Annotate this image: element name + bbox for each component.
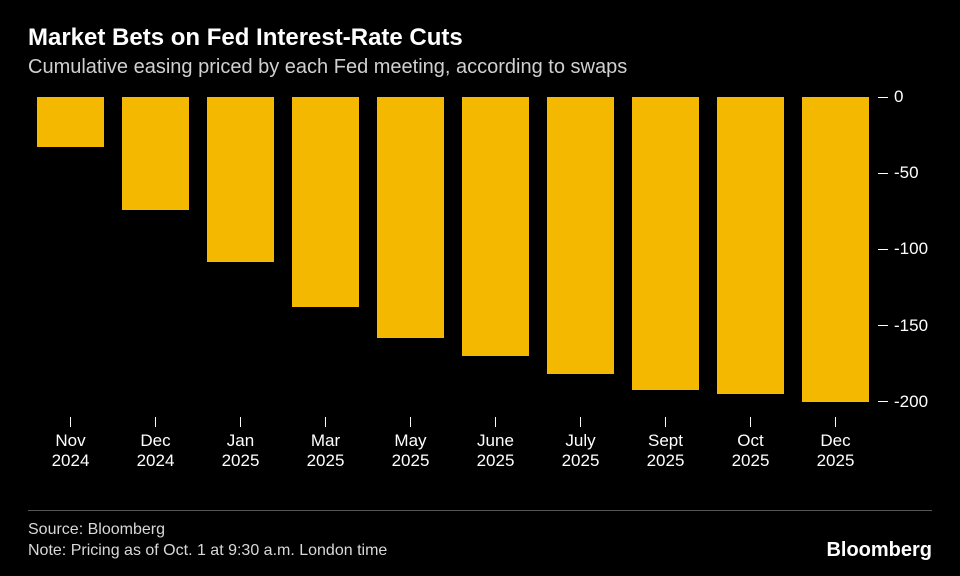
x-tick: Dec 2024 (113, 417, 198, 477)
bar-slot (283, 97, 368, 417)
chart-area: 0-50-100-150-200 Nov 2024Dec 2024Jan 202… (28, 97, 932, 477)
x-tick: Dec 2025 (793, 417, 878, 477)
y-tick: -100 (878, 239, 928, 259)
x-tick-mark (495, 417, 496, 427)
chart-title: Market Bets on Fed Interest-Rate Cuts (28, 24, 932, 52)
y-tick-label: -100 (894, 239, 928, 259)
bar-slot (623, 97, 708, 417)
x-tick-mark (750, 417, 751, 427)
x-tick-label: May 2025 (392, 431, 430, 472)
bar-slot (28, 97, 113, 417)
chart-subtitle: Cumulative easing priced by each Fed mee… (28, 56, 932, 79)
y-tick: 0 (878, 87, 903, 107)
y-tick-label: 0 (894, 87, 903, 107)
bar (462, 97, 528, 356)
source-line: Source: Bloomberg (28, 519, 387, 541)
x-tick-mark (155, 417, 156, 427)
y-tick-mark (878, 97, 888, 98)
x-tick: Jan 2025 (198, 417, 283, 477)
x-tick-label: Mar 2025 (307, 431, 345, 472)
brand-logo: Bloomberg (826, 539, 932, 562)
bar (547, 97, 613, 374)
footer-text: Source: Bloomberg Note: Pricing as of Oc… (28, 519, 387, 562)
bar (122, 97, 188, 210)
bar-slot (113, 97, 198, 417)
x-tick-label: Dec 2024 (137, 431, 175, 472)
y-tick-label: -200 (894, 392, 928, 412)
bar (802, 97, 868, 402)
x-tick-label: June 2025 (477, 431, 515, 472)
x-tick: Oct 2025 (708, 417, 793, 477)
y-tick-mark (878, 173, 888, 174)
x-tick-mark (580, 417, 581, 427)
x-tick: Nov 2024 (28, 417, 113, 477)
bar (717, 97, 783, 394)
bar (207, 97, 273, 262)
y-axis: 0-50-100-150-200 (878, 97, 932, 417)
chart-container: Market Bets on Fed Interest-Rate Cuts Cu… (0, 0, 960, 576)
bars-group (28, 97, 878, 417)
y-tick: -50 (878, 163, 919, 183)
bar-slot (708, 97, 793, 417)
bar-slot (538, 97, 623, 417)
x-tick-mark (240, 417, 241, 427)
x-tick: July 2025 (538, 417, 623, 477)
x-tick-mark (410, 417, 411, 427)
x-tick-label: Dec 2025 (817, 431, 855, 472)
y-tick-mark (878, 249, 888, 250)
x-tick-mark (70, 417, 71, 427)
bar-slot (368, 97, 453, 417)
x-tick-label: Jan 2025 (222, 431, 260, 472)
x-tick: June 2025 (453, 417, 538, 477)
x-tick-label: Oct 2025 (732, 431, 770, 472)
x-tick-mark (665, 417, 666, 427)
y-tick-mark (878, 325, 888, 326)
bar (377, 97, 443, 338)
x-tick-label: July 2025 (562, 431, 600, 472)
bar-slot (793, 97, 878, 417)
x-tick-mark (835, 417, 836, 427)
x-tick: May 2025 (368, 417, 453, 477)
x-tick: Mar 2025 (283, 417, 368, 477)
y-tick: -200 (878, 392, 928, 412)
plot-area (28, 97, 878, 417)
y-tick-label: -50 (894, 163, 919, 183)
bar (37, 97, 103, 147)
chart-footer: Source: Bloomberg Note: Pricing as of Oc… (28, 510, 932, 562)
y-tick: -150 (878, 316, 928, 336)
bar (292, 97, 358, 307)
x-axis: Nov 2024 Dec 2024 Jan 2025 Mar 2025 May 2025… (28, 417, 878, 477)
x-tick-label: Sept 2025 (647, 431, 685, 472)
x-tick-label: Nov 2024 (52, 431, 90, 472)
x-tick: Sept 2025 (623, 417, 708, 477)
bar-slot (198, 97, 283, 417)
x-tick-mark (325, 417, 326, 427)
note-line: Note: Pricing as of Oct. 1 at 9:30 a.m. … (28, 540, 387, 562)
y-tick-mark (878, 401, 888, 402)
y-tick-label: -150 (894, 316, 928, 336)
bar (632, 97, 698, 390)
bar-slot (453, 97, 538, 417)
